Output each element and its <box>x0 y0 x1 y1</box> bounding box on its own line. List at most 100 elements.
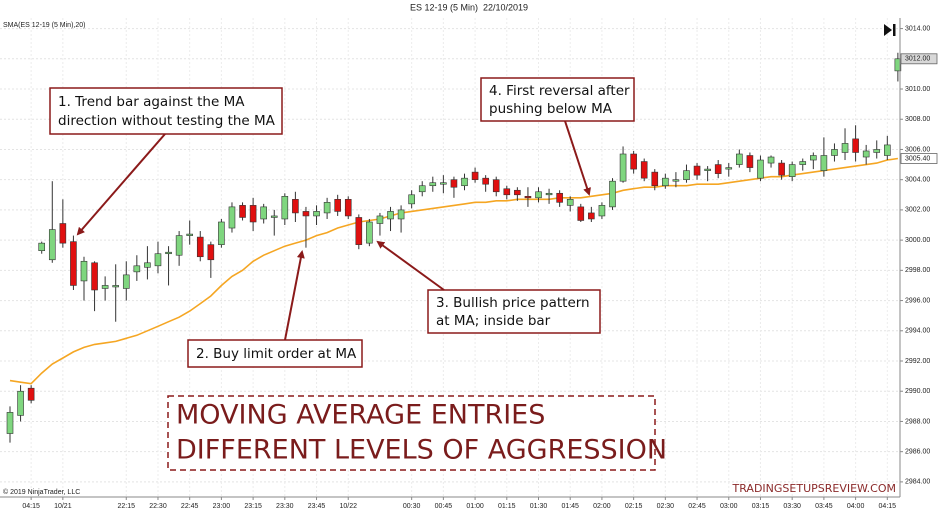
price-marker <box>900 53 938 65</box>
candle-body <box>746 155 754 168</box>
candle-body <box>577 206 585 221</box>
candle-body <box>767 156 775 164</box>
x-tick-label: 03:00 <box>720 503 738 510</box>
play-icon[interactable] <box>884 24 896 36</box>
annotation-text: 4. First reversal after <box>489 83 630 99</box>
indicator-label: SMA(ES 12-19 (5 Min),20) <box>3 22 85 29</box>
x-tick-label: 22:30 <box>149 503 167 510</box>
candle-body <box>408 194 415 205</box>
x-tick-label: 10/22 <box>339 503 357 510</box>
x-tick-label: 23:00 <box>213 503 231 510</box>
candle-body <box>397 209 405 220</box>
y-tick-label: 3008.00 <box>905 116 930 123</box>
candle-body <box>196 236 204 258</box>
sma-line <box>9 157 899 385</box>
candle-body <box>48 229 56 261</box>
candle-body <box>17 390 24 416</box>
icon-shape <box>884 24 892 36</box>
y-tick-label: 2996.00 <box>905 297 930 304</box>
price-marker <box>900 153 938 164</box>
candle-body <box>218 221 225 245</box>
candle-body <box>122 274 130 289</box>
y-tick-label: 2998.00 <box>905 267 930 274</box>
candle-body <box>704 168 711 171</box>
candle-body <box>186 233 193 236</box>
x-tick-label: 23:45 <box>308 503 326 510</box>
candle-body <box>112 285 119 288</box>
x-tick-label: 04:15 <box>22 503 40 510</box>
candle-body <box>144 262 151 268</box>
candle-body <box>302 211 310 217</box>
arrow <box>564 120 591 196</box>
candle-body <box>239 205 246 218</box>
candle-body <box>207 244 215 261</box>
candle-body <box>693 165 701 176</box>
annotation-box <box>187 339 363 368</box>
candle-body <box>292 199 299 214</box>
x-tick-label: 01:00 <box>466 503 484 510</box>
x-tick-label: 03:30 <box>783 503 801 510</box>
candle-body <box>450 179 458 188</box>
x-tick-label: 03:45 <box>815 503 833 510</box>
x-tick-label: 02:15 <box>625 503 643 510</box>
candle-body <box>725 167 733 170</box>
candle-body <box>894 58 902 72</box>
icon-bar <box>893 24 896 36</box>
arrow <box>76 133 166 236</box>
candle-body <box>831 149 838 156</box>
x-tick-label: 04:00 <box>847 503 865 510</box>
candle-body <box>841 143 849 153</box>
y-tick-label: 3002.00 <box>905 207 930 214</box>
candle-body <box>862 150 870 158</box>
candle-body <box>884 144 891 156</box>
candle-body <box>440 182 447 185</box>
candle-body <box>313 211 320 217</box>
candle-body <box>566 199 574 206</box>
candle-body <box>820 155 828 171</box>
x-tick-label: 02:30 <box>657 503 675 510</box>
candle-body <box>651 171 659 187</box>
banner-text: MOVING AVERAGE ENTRIES <box>176 400 545 431</box>
banner-box <box>167 395 656 471</box>
x-tick-label: 23:15 <box>244 503 262 510</box>
x-tick-label: 01:45 <box>561 503 579 510</box>
candle-body <box>778 162 785 176</box>
x-tick-label: 03:15 <box>752 503 770 510</box>
candle-body <box>524 196 532 199</box>
candle-body <box>80 260 88 282</box>
candle-body <box>27 387 35 401</box>
x-tick-label: 22:15 <box>118 503 136 510</box>
candle-body <box>471 171 479 180</box>
chart-title: ES 12-19 (5 Min) 22/10/2019 <box>410 2 528 12</box>
candle-body <box>609 180 616 208</box>
candle-body <box>334 199 341 212</box>
y-tick-label: 2986.00 <box>905 449 930 456</box>
candle-body <box>70 241 77 286</box>
candle-body <box>418 185 426 193</box>
candle-body <box>683 170 690 180</box>
candle-body <box>270 215 278 218</box>
candle-body <box>873 149 881 153</box>
candle-body <box>461 177 468 187</box>
candle-body <box>757 159 764 179</box>
x-tick-label: 01:15 <box>498 503 516 510</box>
y-tick-label: 2994.00 <box>905 328 930 335</box>
x-tick-label: 00:30 <box>403 503 421 510</box>
candle-body <box>249 205 257 223</box>
candle-body <box>788 164 796 177</box>
candle-body <box>714 164 722 174</box>
arrow <box>284 250 305 341</box>
y-tick-label: 2988.00 <box>905 418 930 425</box>
candle-body <box>514 189 521 196</box>
candle-body <box>355 217 363 245</box>
candle-body <box>59 223 67 244</box>
candle-body <box>503 188 511 196</box>
annotation-text: pushing below MA <box>489 101 613 117</box>
x-tick-label: 00:45 <box>435 503 453 510</box>
y-tick-label: 3010.00 <box>905 86 930 93</box>
copyright: © 2019 NinjaTrader, LLC <box>3 488 80 496</box>
candle-body <box>810 155 817 161</box>
candle-body <box>91 262 98 291</box>
